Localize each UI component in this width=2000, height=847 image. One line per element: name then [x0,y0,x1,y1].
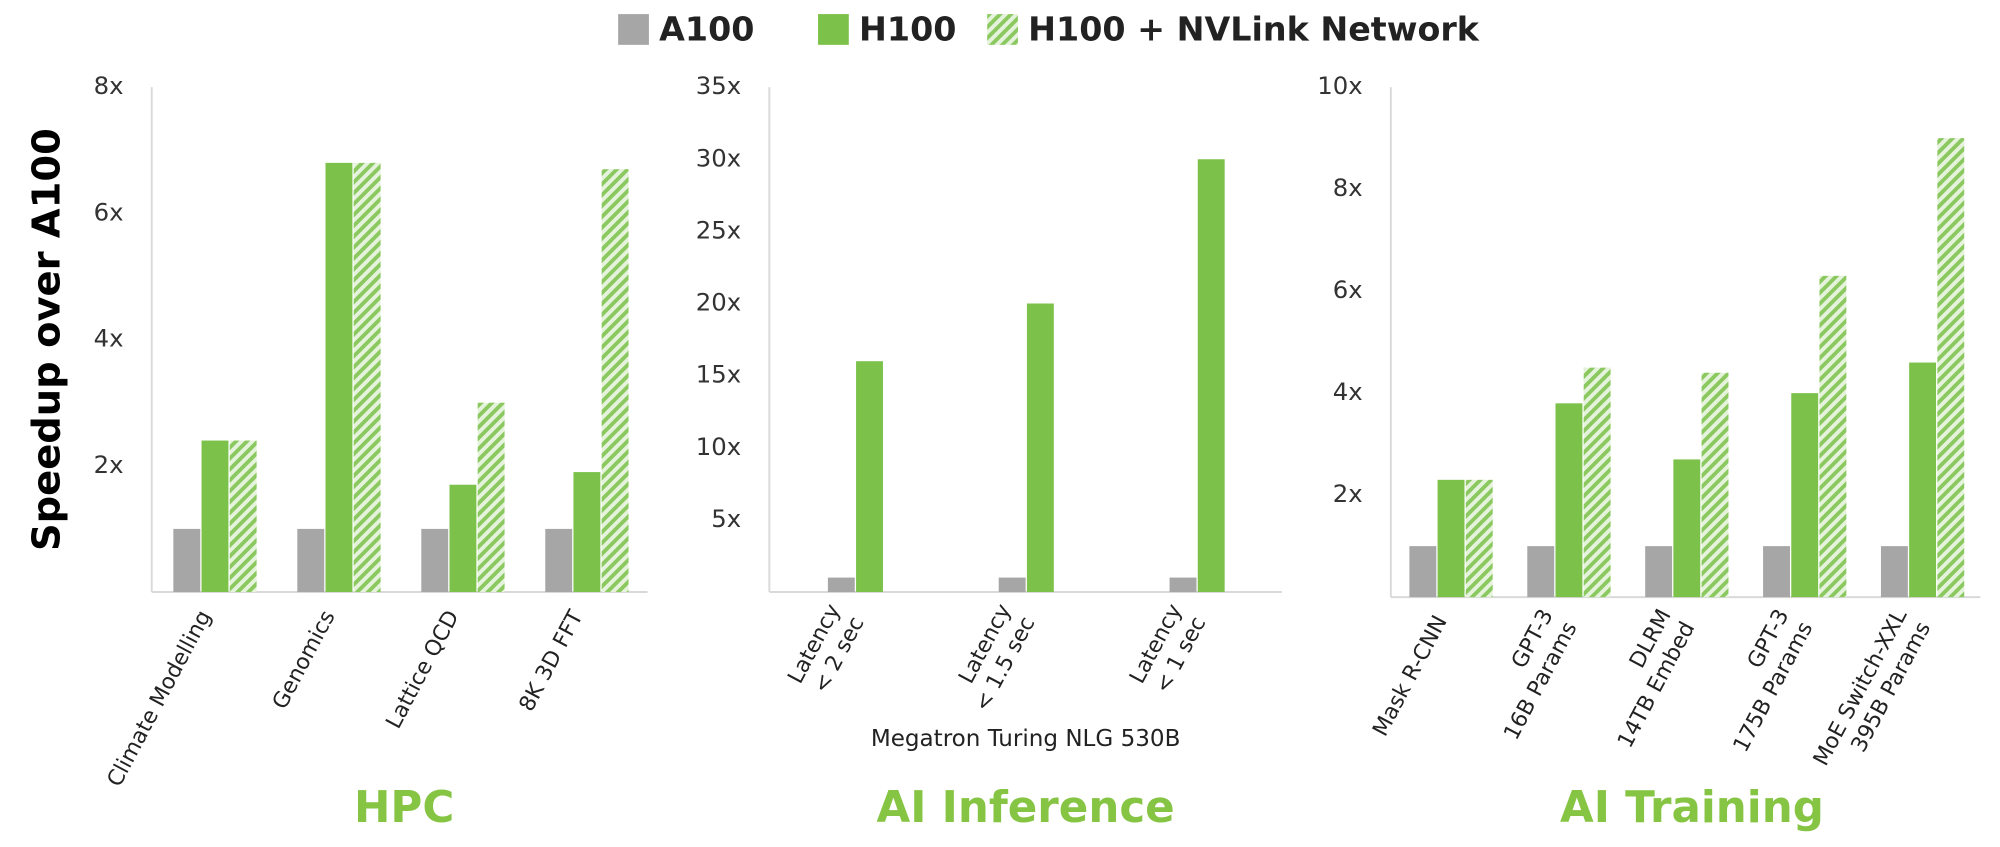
panel-title: AI Inference [877,783,1175,833]
bar [173,528,201,593]
x-axis-label: Megatron Turing NLG 530B [871,726,1181,752]
y-tick-label: 5x [711,504,741,533]
bar [449,484,477,593]
y-tick-label: 2x [1333,479,1363,508]
x-tick-label: Lattice QCD [381,606,464,732]
y-tick-label: 15x [696,360,741,389]
bar [1819,275,1847,598]
bar [1409,546,1437,598]
y-axis-label: Speedup over A100 [25,128,70,551]
y-tick-label: 8x [94,71,124,100]
legend-label: H100 [859,9,956,48]
bar [1026,303,1054,593]
bar [1197,159,1225,593]
bar [1937,138,1965,598]
bar [1583,367,1611,598]
bar [325,162,353,593]
bar [601,169,629,593]
x-tick-label: 8K 3D FFT [515,606,589,716]
bar [297,528,325,593]
y-tick-label: 10x [696,432,741,461]
legend-swatch [818,14,849,45]
x-tick-label: Climate Modelling [103,606,217,791]
bar [573,472,601,593]
y-tick-label: 6x [94,197,124,226]
y-tick-label: 4x [94,324,124,353]
bar [1791,393,1819,598]
bar [353,162,381,593]
bar [1673,459,1701,598]
y-tick-label: 10x [1317,71,1362,100]
bar [1527,546,1555,598]
legend-label: A100 [659,9,754,48]
x-tick-label: Mask R-CNN [1368,612,1452,741]
y-tick-label: 25x [696,215,741,244]
bar [201,440,229,593]
bar [477,402,505,593]
y-tick-label: 30x [696,143,741,172]
bar [827,577,855,593]
bar [1763,546,1790,598]
legend-swatch [987,14,1018,45]
bar [1880,546,1908,598]
bar [545,528,573,593]
y-tick-label: 4x [1333,377,1363,406]
bar [421,528,449,593]
bar [1909,362,1937,598]
bar [1701,372,1729,598]
panel-title: AI Training [1560,783,1824,833]
bar [1169,577,1197,593]
y-tick-label: 8x [1333,173,1363,202]
legend-label: H100 + NVLink Network [1028,9,1480,48]
y-tick-label: 20x [696,288,741,317]
panel-title: HPC [354,783,454,833]
y-tick-label: 6x [1333,275,1363,304]
bar [998,577,1026,593]
bar [229,440,257,593]
legend-swatch [618,14,649,45]
y-tick-label: 35x [696,71,741,100]
bar [1645,546,1673,598]
bar [1465,479,1493,598]
y-tick-label: 2x [94,450,124,479]
bar [1437,479,1465,598]
bar [1555,403,1583,598]
x-tick-label: Genomics [268,606,341,713]
bar [856,361,883,593]
